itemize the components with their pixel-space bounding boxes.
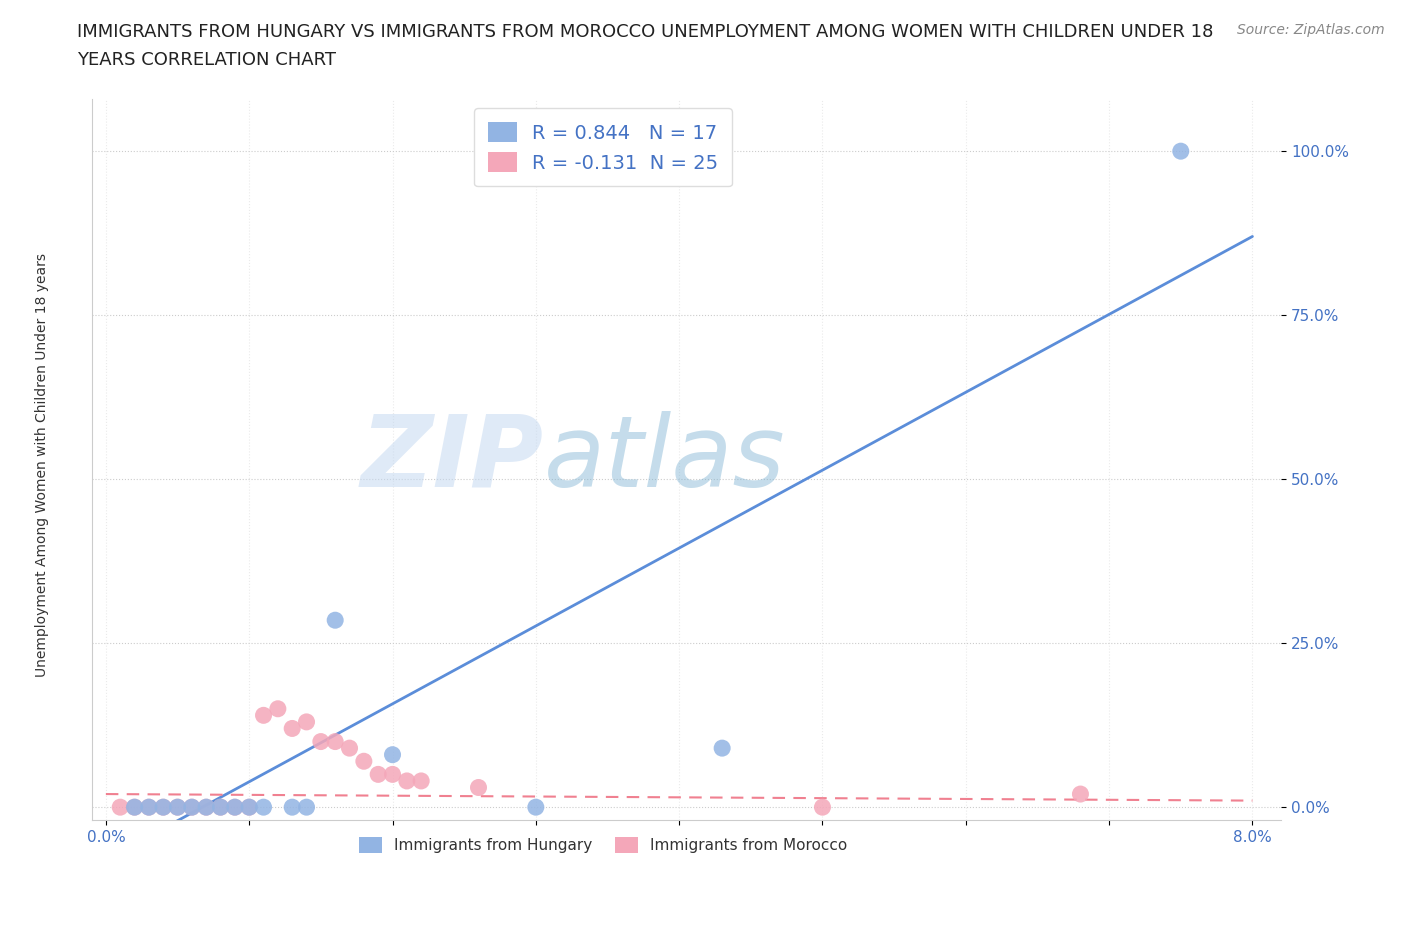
Text: Source: ZipAtlas.com: Source: ZipAtlas.com <box>1237 23 1385 37</box>
Point <box>1170 144 1192 159</box>
Point <box>166 800 188 815</box>
Point <box>295 714 318 729</box>
Point <box>195 800 218 815</box>
Point <box>367 767 389 782</box>
Legend: Immigrants from Hungary, Immigrants from Morocco: Immigrants from Hungary, Immigrants from… <box>353 831 853 859</box>
Point <box>252 708 274 723</box>
Point <box>281 800 304 815</box>
Point <box>323 613 346 628</box>
Point <box>281 721 304 736</box>
Point <box>267 701 290 716</box>
Point <box>124 800 146 815</box>
Point <box>152 800 174 815</box>
Text: ZIP: ZIP <box>360 411 544 508</box>
Point <box>381 767 404 782</box>
Point <box>238 800 260 815</box>
Point <box>252 800 274 815</box>
Text: atlas: atlas <box>544 411 785 508</box>
Point <box>295 800 318 815</box>
Point <box>395 774 418 789</box>
Point <box>524 800 547 815</box>
Point <box>209 800 232 815</box>
Point <box>811 800 834 815</box>
Point <box>152 800 174 815</box>
Point <box>108 800 131 815</box>
Point <box>224 800 246 815</box>
Text: IMMIGRANTS FROM HUNGARY VS IMMIGRANTS FROM MOROCCO UNEMPLOYMENT AMONG WOMEN WITH: IMMIGRANTS FROM HUNGARY VS IMMIGRANTS FR… <box>77 23 1213 41</box>
Point <box>166 800 188 815</box>
Point <box>411 774 433 789</box>
Point <box>209 800 232 815</box>
Point <box>467 780 489 795</box>
Point <box>1069 787 1091 802</box>
Point <box>339 740 361 755</box>
Point <box>180 800 202 815</box>
Point <box>711 740 734 755</box>
Point <box>138 800 160 815</box>
Point <box>353 754 375 769</box>
Point <box>195 800 218 815</box>
Point <box>224 800 246 815</box>
Point <box>138 800 160 815</box>
Point <box>309 734 332 749</box>
Point <box>124 800 146 815</box>
Point <box>180 800 202 815</box>
Point <box>323 734 346 749</box>
Point <box>238 800 260 815</box>
Text: Unemployment Among Women with Children Under 18 years: Unemployment Among Women with Children U… <box>35 253 49 677</box>
Point <box>381 747 404 762</box>
Text: YEARS CORRELATION CHART: YEARS CORRELATION CHART <box>77 51 336 69</box>
